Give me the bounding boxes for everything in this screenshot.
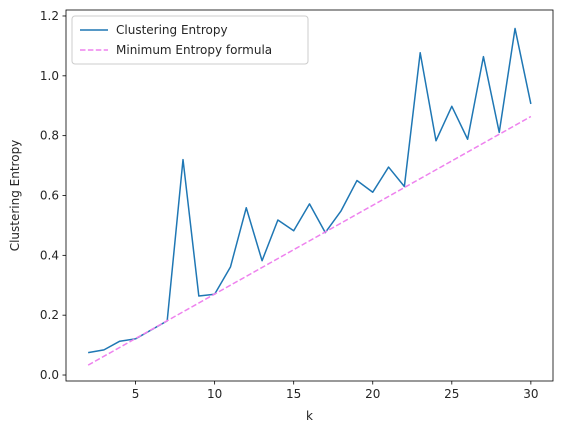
x-tick-label: 20 xyxy=(365,387,380,401)
x-tick-label: 25 xyxy=(444,387,459,401)
x-axis-label: k xyxy=(306,409,313,423)
plot-area xyxy=(87,27,532,366)
y-tick-label: 0.6 xyxy=(40,189,59,203)
legend-label: Minimum Entropy formula xyxy=(116,43,272,57)
axes: 5 10 15 20 25 30 0.0 0.2 0.4 0.6 0.8 1.0 1.2 xyxy=(40,9,554,401)
x-tick-label: 30 xyxy=(523,387,538,401)
y-tick-label: 0.4 xyxy=(40,248,59,262)
series-line-minimum-entropy-formula xyxy=(87,115,532,366)
y-tick-label: 0.8 xyxy=(40,129,59,143)
x-tick-label: 5 xyxy=(132,387,140,401)
x-tick-label: 15 xyxy=(286,387,301,401)
y-tick-label: 0.2 xyxy=(40,308,59,322)
legend: Clustering Entropy Minimum Entropy formul… xyxy=(71,15,309,65)
y-tick-label: 0.0 xyxy=(40,368,59,382)
y-tick-label: 1.0 xyxy=(40,69,59,83)
y-tick-label: 1.2 xyxy=(40,9,59,23)
x-tick-label: 10 xyxy=(207,387,222,401)
legend-label: Clustering Entropy xyxy=(116,23,228,37)
y-axis-label: Clustering Entropy xyxy=(8,140,22,252)
series-line-clustering-entropy xyxy=(88,27,532,354)
plot-frame xyxy=(65,9,554,382)
legend-box xyxy=(71,15,309,65)
